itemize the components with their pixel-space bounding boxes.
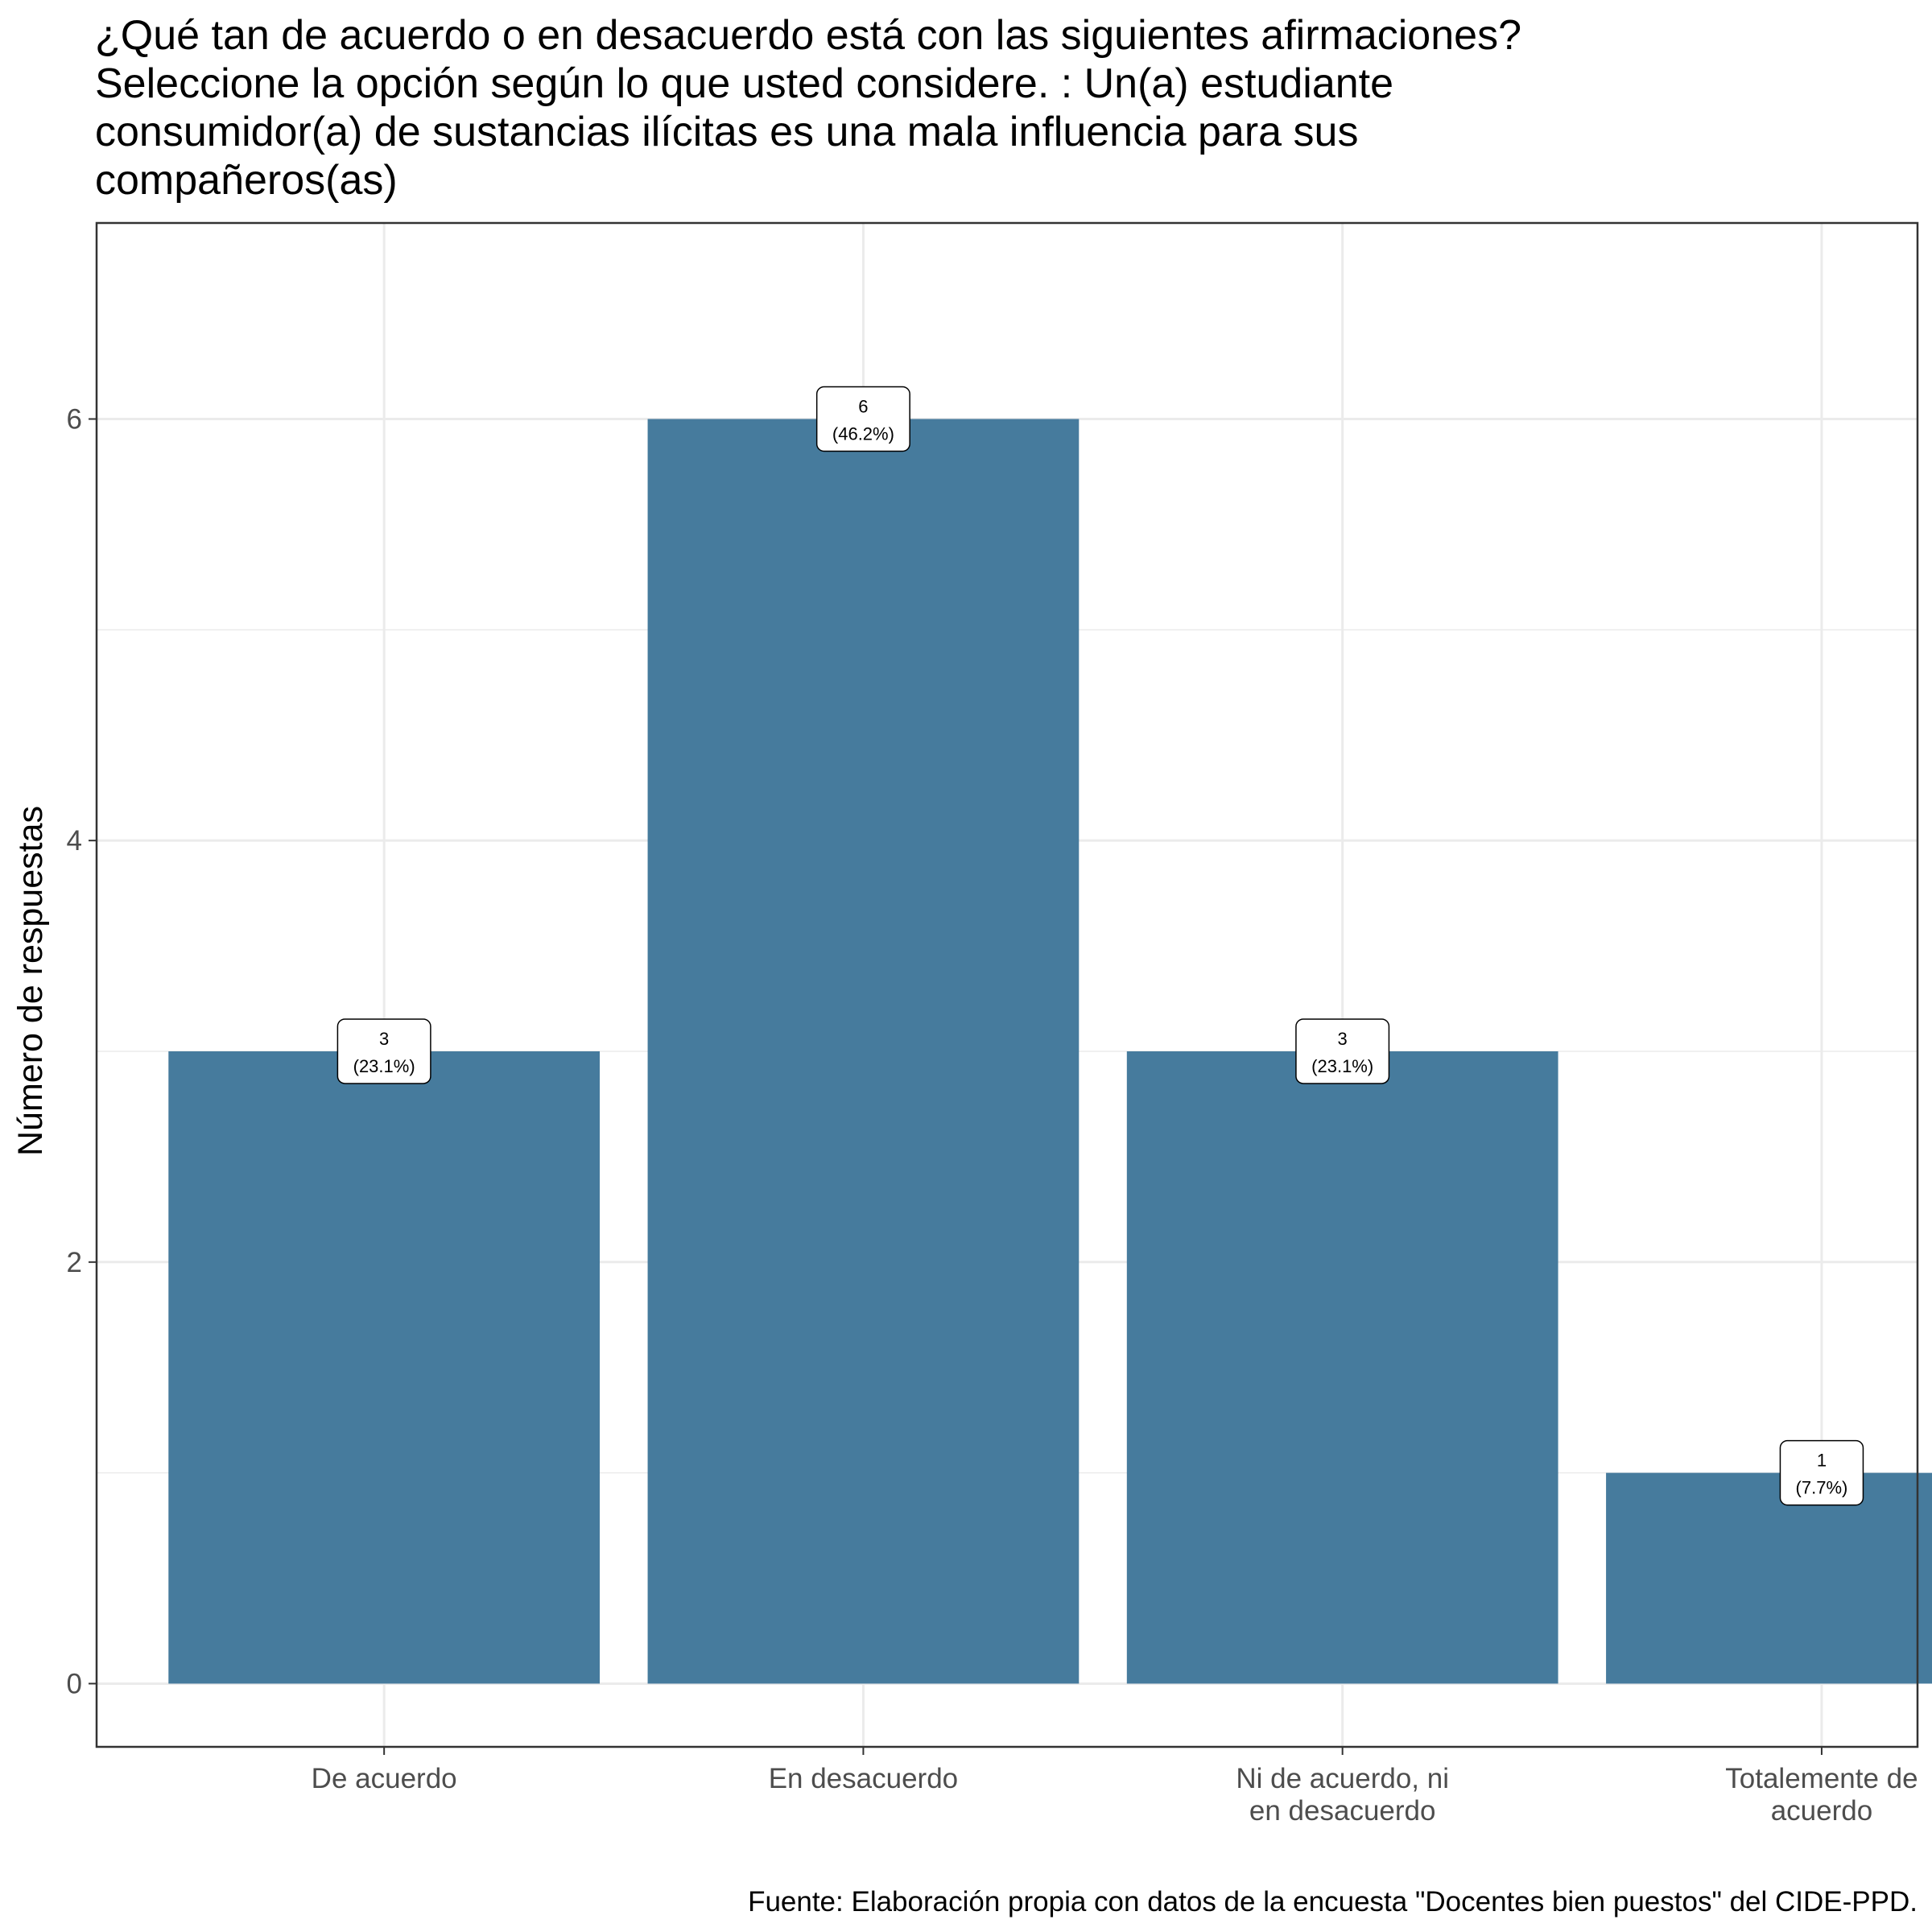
bar	[1126, 1051, 1558, 1684]
data-label: 6 (46.2%)	[815, 386, 910, 452]
chart-title-line: ¿Qué tan de acuerdo o en desacuerdo está…	[95, 12, 1521, 59]
x-tick-label-line: En desacuerdo	[769, 1763, 958, 1794]
y-tick-label: 4	[67, 825, 82, 857]
data-label-box	[336, 1018, 431, 1084]
data-label: 3 (23.1%)	[1295, 1018, 1390, 1084]
x-axis: De acuerdo En desacuerdo Ni de acuerdo, ni…	[312, 1747, 1918, 1827]
data-label-count: 3	[1338, 1029, 1348, 1049]
data-label-box	[1295, 1018, 1390, 1084]
x-tick-label: De acuerdo	[312, 1763, 457, 1794]
data-label-percent: (46.2%)	[832, 423, 894, 444]
data-labels: 3 (23.1%) 6 (46.2%) 3 (23.1%) 1 (7.7%)	[336, 386, 1864, 1506]
data-label-box	[1779, 1439, 1864, 1506]
data-label: 1 (7.7%)	[1779, 1439, 1864, 1506]
x-tick-label: En desacuerdo	[769, 1763, 958, 1794]
x-tick-label-line: De acuerdo	[312, 1763, 457, 1794]
bar	[1606, 1472, 1932, 1684]
data-label-percent: (7.7%)	[1796, 1478, 1848, 1498]
x-tick-label-line: en desacuerdo	[1249, 1795, 1436, 1827]
y-tick-label: 2	[67, 1247, 82, 1278]
chart-title: ¿Qué tan de acuerdo o en desacuerdo está…	[95, 11, 1882, 204]
x-tick-label: Ni de acuerdo, ni en desacuerdo	[1236, 1763, 1449, 1827]
y-tick-label: 0	[67, 1668, 82, 1699]
data-label-count: 1	[1817, 1451, 1827, 1471]
y-tick-label: 6	[67, 403, 82, 435]
chart-title-line: compañeros(as)	[95, 157, 398, 204]
bar	[647, 419, 1080, 1684]
x-tick-label-line: Totalemente de	[1725, 1763, 1918, 1794]
x-tick-label: Totalemente de acuerdo	[1725, 1763, 1918, 1827]
chart-title-line: consumidor(a) de sustancias ilícitas es …	[95, 109, 1359, 155]
data-label-box	[815, 386, 910, 452]
data-label-count: 3	[379, 1029, 389, 1049]
data-label-percent: (23.1%)	[353, 1056, 415, 1076]
y-axis: 0 2 4 6	[67, 403, 97, 1699]
x-tick-label-line: acuerdo	[1771, 1795, 1872, 1827]
y-axis-title: Número de respuestas	[11, 806, 50, 1156]
chart-caption: Fuente: Elaboración propia con datos de …	[748, 1886, 1918, 1918]
x-tick-label-line: Ni de acuerdo, ni	[1236, 1763, 1449, 1794]
bars	[168, 419, 1932, 1684]
data-label-percent: (23.1%)	[1311, 1056, 1373, 1076]
bar	[168, 1051, 601, 1684]
plot-panel-border	[95, 221, 1919, 1748]
data-label: 3 (23.1%)	[336, 1018, 431, 1084]
chart-title-line: Seleccione la opción según lo que usted …	[95, 60, 1394, 107]
data-label-count: 6	[858, 396, 868, 416]
